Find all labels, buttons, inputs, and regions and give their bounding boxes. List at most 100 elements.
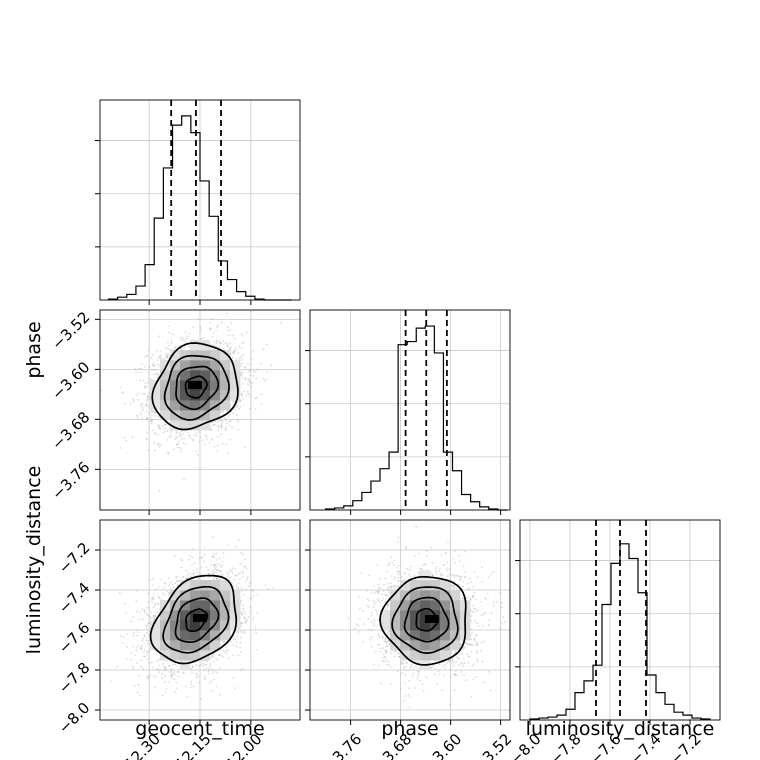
sample-point bbox=[156, 350, 158, 352]
sample-point bbox=[227, 451, 229, 454]
sample-point bbox=[146, 631, 149, 634]
sample-point bbox=[232, 400, 235, 403]
sample-point bbox=[195, 664, 198, 667]
sample-point bbox=[161, 425, 164, 428]
sample-point bbox=[210, 347, 212, 350]
sample-point bbox=[181, 433, 184, 435]
panel-phase-hist bbox=[305, 309, 511, 515]
sample-point bbox=[226, 345, 228, 348]
sample-point bbox=[196, 432, 198, 435]
sample-point bbox=[227, 575, 230, 578]
sample-point bbox=[182, 576, 184, 578]
sample-point bbox=[210, 428, 212, 431]
sample-point bbox=[231, 334, 234, 337]
sample-point bbox=[179, 433, 182, 436]
histogram-geocent_time bbox=[107, 115, 292, 301]
sample-point bbox=[167, 451, 169, 454]
sample-point bbox=[150, 410, 153, 413]
sample-point bbox=[224, 419, 227, 422]
sample-point bbox=[147, 601, 150, 603]
sample-point bbox=[195, 434, 198, 437]
sample-point bbox=[205, 663, 208, 666]
sample-point bbox=[174, 346, 177, 349]
sample-point bbox=[247, 383, 250, 386]
sample-point bbox=[180, 336, 182, 339]
sample-point bbox=[231, 654, 234, 657]
sample-point bbox=[143, 393, 146, 396]
sample-point bbox=[169, 431, 172, 433]
sample-point bbox=[146, 431, 149, 434]
sample-point bbox=[246, 577, 249, 580]
sample-point bbox=[157, 373, 160, 376]
sample-point bbox=[229, 329, 232, 332]
sample-point bbox=[158, 664, 161, 667]
sample-point bbox=[166, 356, 168, 358]
sample-point bbox=[165, 353, 168, 355]
sample-point bbox=[233, 408, 236, 411]
sample-point bbox=[145, 639, 148, 642]
sample-point bbox=[216, 444, 219, 447]
sample-point bbox=[150, 617, 153, 619]
sample-point bbox=[226, 422, 229, 425]
sample-point bbox=[232, 350, 235, 352]
sample-point bbox=[255, 377, 258, 380]
sample-point bbox=[220, 321, 223, 324]
sample-point bbox=[256, 648, 259, 651]
sample-point bbox=[208, 572, 210, 575]
sample-point bbox=[158, 425, 160, 428]
panel-body bbox=[100, 312, 283, 492]
sample-point bbox=[240, 333, 243, 336]
sample-point bbox=[144, 655, 147, 658]
sample-point bbox=[119, 386, 122, 389]
sample-point bbox=[215, 565, 218, 568]
sample-point bbox=[222, 656, 225, 659]
sample-point bbox=[227, 657, 230, 660]
sample-point bbox=[245, 331, 248, 334]
sample-point bbox=[148, 427, 151, 430]
sample-point bbox=[211, 335, 214, 338]
sample-point bbox=[188, 435, 191, 438]
sample-point bbox=[240, 371, 243, 374]
sample-point bbox=[123, 437, 126, 439]
sample-point bbox=[195, 673, 198, 676]
sample-point bbox=[145, 354, 148, 357]
sample-point bbox=[160, 578, 163, 581]
sample-point bbox=[134, 368, 137, 371]
sample-point bbox=[150, 420, 153, 423]
sample-point bbox=[216, 341, 219, 344]
sample-point bbox=[203, 546, 206, 549]
sample-point bbox=[191, 671, 194, 674]
panel-frame bbox=[519, 519, 721, 721]
sample-point bbox=[167, 594, 170, 596]
sample-point bbox=[249, 605, 251, 608]
sample-point bbox=[168, 331, 170, 334]
sample-point bbox=[183, 346, 186, 349]
sample-point bbox=[205, 667, 207, 670]
sample-point bbox=[168, 584, 171, 587]
sample-point bbox=[147, 349, 150, 352]
sample-point bbox=[164, 674, 166, 677]
sample-point bbox=[219, 342, 222, 345]
sample-point bbox=[151, 600, 153, 603]
sample-point bbox=[156, 359, 159, 361]
sample-point bbox=[241, 382, 244, 385]
sample-point bbox=[222, 339, 225, 342]
sample-point bbox=[256, 594, 259, 596]
sample-point bbox=[200, 337, 203, 340]
sample-point bbox=[251, 382, 254, 384]
sample-point bbox=[147, 395, 150, 398]
sample-point bbox=[237, 539, 240, 541]
sample-point bbox=[235, 574, 238, 577]
sample-point bbox=[211, 569, 214, 572]
sample-point bbox=[196, 569, 199, 572]
sample-point bbox=[136, 661, 138, 664]
sample-point bbox=[147, 396, 150, 399]
sample-point bbox=[146, 437, 148, 440]
sample-point bbox=[199, 698, 202, 700]
sample-point bbox=[180, 566, 183, 569]
sample-point bbox=[154, 676, 157, 679]
sample-point bbox=[122, 391, 125, 394]
sample-point bbox=[245, 378, 247, 380]
sample-point bbox=[152, 373, 155, 376]
sample-point bbox=[250, 385, 253, 388]
